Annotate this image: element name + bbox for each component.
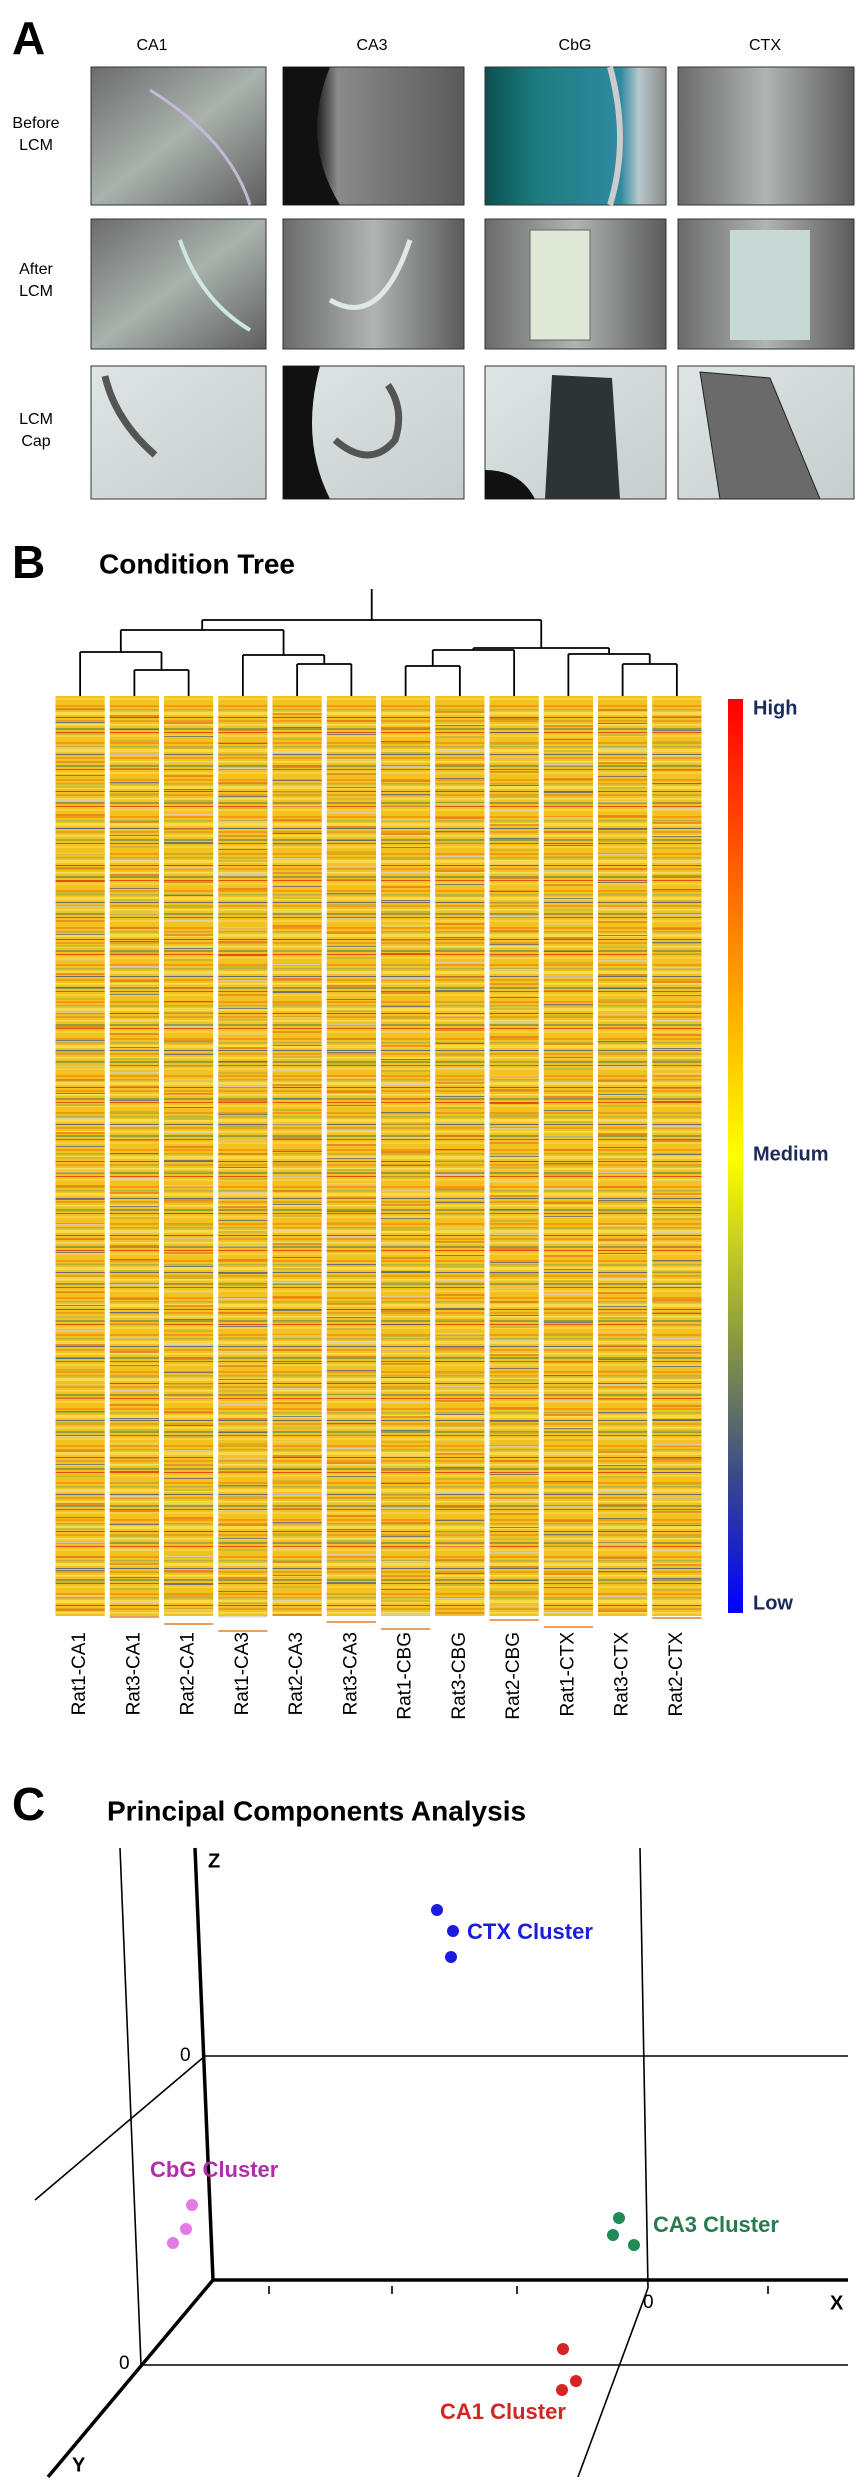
pca-frame — [34, 1847, 848, 2479]
pca-point — [570, 2375, 582, 2387]
tissue — [545, 375, 620, 499]
micrograph — [90, 66, 267, 206]
sample-label: Rat1-CA1 — [69, 1632, 90, 1715]
panel-letter: C — [12, 1778, 45, 1830]
scale-label: Low — [753, 1592, 793, 1614]
pca-point — [556, 2384, 568, 2396]
heatmap-column-overlay — [381, 715, 431, 1635]
sample-label: Rat2-CTX — [666, 1632, 687, 1717]
micrograph — [90, 365, 267, 500]
row-label: After — [19, 261, 53, 278]
sample-label: Rat3-CTX — [612, 1632, 633, 1717]
zero-label: 0 — [643, 2292, 654, 2313]
pca-point — [607, 2229, 619, 2241]
heatmap-column-overlay — [326, 708, 376, 1628]
tissue — [699, 371, 821, 500]
sample-label: Rat1-CBG — [395, 1632, 416, 1720]
pca-point — [613, 2212, 625, 2224]
tissue — [730, 230, 810, 340]
zero-label: 0 — [119, 2353, 130, 2374]
panel-letter: A — [12, 12, 45, 64]
tissue — [328, 239, 413, 310]
cluster-label: CbG Cluster — [150, 2157, 279, 2182]
heatmap-column-overlay — [652, 704, 702, 1624]
heatmap — [55, 696, 702, 1637]
pca-point — [447, 1925, 459, 1937]
frame-line — [639, 1847, 649, 2289]
tissue — [332, 383, 403, 459]
sample-label: Rat1-CTX — [557, 1632, 578, 1717]
pca-points — [167, 1904, 640, 2396]
sample-label: Rat2-CA1 — [178, 1632, 199, 1715]
axis-label: Y — [72, 2454, 86, 2476]
y-axis — [46, 2278, 215, 2479]
pca-point — [186, 2199, 198, 2211]
tissue — [149, 88, 252, 206]
row-label: LCM — [19, 283, 53, 300]
row-label: Before — [12, 115, 59, 132]
sample-label: Rat3-CA1 — [123, 1632, 144, 1715]
heatmap-column-overlay — [598, 697, 648, 1617]
tissue — [485, 470, 535, 499]
column-label: CTX — [749, 37, 781, 54]
heatmap-column-overlay — [543, 713, 593, 1633]
micrograph — [90, 218, 267, 350]
heatmap-column-overlay — [109, 703, 159, 1623]
row-label: Cap — [21, 433, 50, 450]
frame-line — [577, 2287, 649, 2478]
tissue — [283, 67, 340, 205]
cluster-label: CTX Cluster — [467, 1919, 593, 1944]
z-axis — [193, 1847, 215, 2281]
pca-point — [557, 2343, 569, 2355]
pca-point — [167, 2237, 179, 2249]
heatmap-column-overlay — [272, 701, 322, 1621]
pca-point — [628, 2239, 640, 2251]
frame-line — [34, 2055, 206, 2201]
sample-label: Rat1-CA3 — [232, 1632, 253, 1715]
scale-label: High — [753, 697, 797, 719]
row-label: LCM — [19, 411, 53, 428]
pca-point — [445, 1951, 457, 1963]
axis-label: X — [830, 2292, 844, 2314]
cluster-label: CA1 Cluster — [440, 2399, 566, 2424]
heatmap-column-overlay — [435, 699, 485, 1619]
panel-title: Principal Components Analysis — [107, 1795, 526, 1826]
pca-point — [180, 2223, 192, 2235]
panel-letter: B — [12, 536, 45, 588]
sample-label: Rat3-CA3 — [340, 1632, 361, 1715]
micrograph — [484, 66, 667, 206]
pca-point — [431, 1904, 443, 1916]
zero-label: 0 — [180, 2045, 191, 2066]
panel-title: Condition Tree — [99, 548, 295, 579]
tissue — [283, 366, 330, 499]
heatmap-column-overlay — [55, 696, 105, 1616]
heatmap-column-overlay — [218, 717, 268, 1637]
dendrogram — [79, 589, 678, 696]
frame-line — [119, 1847, 142, 2366]
tissue — [607, 66, 623, 206]
heatmap-column-overlay — [489, 706, 539, 1626]
column-label: CA3 — [356, 37, 387, 54]
sample-label: Rat2-CA3 — [286, 1632, 307, 1715]
sample-label: Rat2-CBG — [503, 1632, 524, 1720]
scale-label: Medium — [753, 1143, 829, 1165]
axis-label: Z — [208, 1850, 220, 1872]
tissue — [178, 239, 252, 332]
micrograph — [677, 66, 855, 206]
color-scale — [728, 699, 743, 1613]
column-label: CA1 — [136, 37, 167, 54]
tissue-overlays — [101, 66, 821, 500]
column-label: CbG — [559, 37, 592, 54]
tissue — [529, 229, 591, 341]
row-label: LCM — [19, 137, 53, 154]
micrograph — [282, 218, 465, 350]
sample-label: Rat3-CBG — [449, 1632, 470, 1720]
cluster-label: CA3 Cluster — [653, 2212, 779, 2237]
tissue — [101, 375, 158, 458]
heatmap-column-overlay — [164, 710, 214, 1630]
